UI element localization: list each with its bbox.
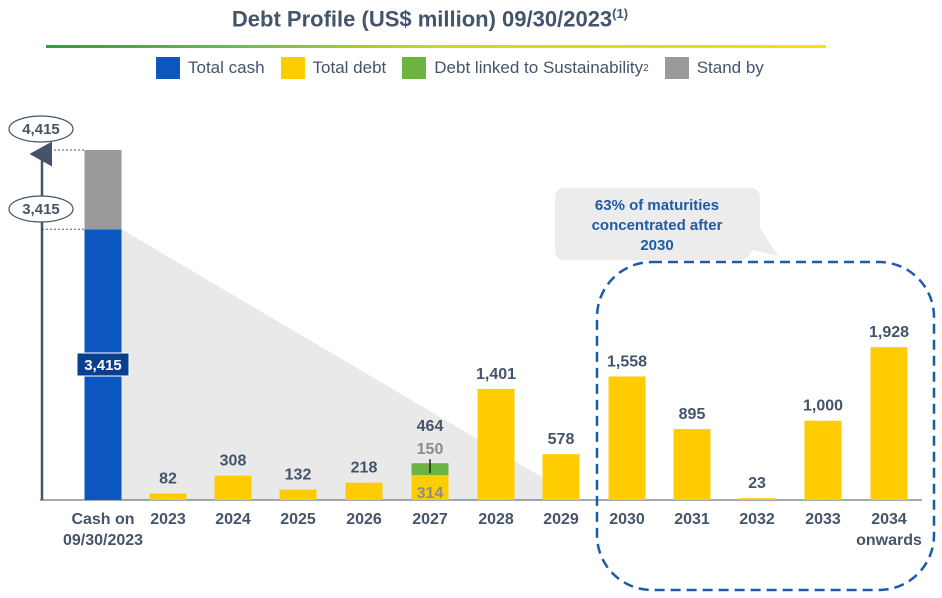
- bar-debt-2034-onwards: [870, 347, 908, 500]
- legend-swatch: [280, 57, 305, 79]
- value-label: 578: [548, 431, 575, 448]
- legend-item: Total debt: [280, 57, 387, 79]
- bar-debt-2027: [411, 475, 449, 500]
- cash-value-label: 3,415: [84, 357, 122, 374]
- cash-coverage-shading: [121, 229, 581, 500]
- bar-debt-2033: [804, 420, 842, 500]
- chart-legend: Total cash Total debt Debt linked to Susta…: [156, 56, 780, 80]
- legend-swatch: [402, 57, 427, 79]
- legend-label: Stand by: [696, 58, 764, 77]
- x-tick-label: Cash on: [71, 511, 134, 528]
- bar-debt-2025: [279, 489, 317, 500]
- bar-debt-2031: [673, 429, 711, 500]
- x-tick-label: 09/30/2023: [63, 532, 143, 549]
- x-tick-label: 2027: [412, 511, 448, 528]
- chart-title-footnote: (1): [612, 6, 629, 21]
- annotation-text: concentrated after: [592, 217, 723, 234]
- x-tick-label: 2029: [543, 511, 579, 528]
- legend-item: Total cash: [156, 57, 265, 79]
- title-underline: [46, 45, 826, 48]
- annotation-text: 63% of maturities: [595, 197, 719, 214]
- value-label: 218: [351, 460, 378, 477]
- bar-debt-2029: [542, 454, 580, 500]
- cash-value-badge: [76, 352, 130, 377]
- x-tick-label: onwards: [856, 532, 922, 549]
- legend-footnote: 2: [643, 62, 649, 74]
- bar-debt-2024: [214, 475, 252, 500]
- value-label: 464: [417, 418, 444, 435]
- bar-debt-2026: [345, 482, 383, 500]
- bar-debt-2032: [738, 498, 776, 500]
- legend-label: Debt linked to Sustainability: [434, 58, 644, 77]
- cash-oval-label: 3,415: [22, 201, 60, 218]
- post-2030-highlight-box: [595, 260, 936, 592]
- x-tick-label: 2034: [871, 511, 907, 528]
- x-tick-label: 2031: [674, 511, 710, 528]
- value-label: 1,401: [476, 366, 516, 383]
- value-label: 1,928: [869, 324, 909, 341]
- annotation-bubble: [555, 188, 778, 260]
- x-tick-label: 2030: [609, 511, 645, 528]
- legend-swatch: [156, 57, 180, 79]
- sustainability-value-label: 150: [417, 441, 444, 458]
- bar-debt-2030: [608, 376, 646, 500]
- value-label: 895: [679, 406, 706, 423]
- x-tick-label: 2033: [805, 511, 841, 528]
- cash-oval: [8, 195, 74, 223]
- legend-swatch: [664, 57, 689, 79]
- bar-debt-2023: [149, 493, 187, 500]
- legend-item: Stand by: [664, 57, 764, 79]
- debt-2027-inner-label: 314: [417, 485, 444, 502]
- legend-label: Total cash: [188, 58, 265, 77]
- value-label: 82: [159, 470, 177, 487]
- chart-title-text: Debt Profile (US$ million) 09/30/2023: [231, 6, 613, 32]
- chart-title: Debt Profile (US$ million) 09/30/2023(1): [0, 6, 860, 32]
- value-label: 1,000: [803, 398, 843, 415]
- bar-stand-by: [84, 150, 122, 230]
- value-label: 23: [748, 475, 766, 492]
- total-liquidity-oval: [8, 115, 74, 143]
- x-tick-label: 2025: [280, 511, 316, 528]
- annotation-text: 2030: [640, 237, 673, 254]
- x-tick-label: 2023: [150, 511, 186, 528]
- legend-label: Total debt: [312, 58, 387, 77]
- bar-debt-2028: [477, 388, 515, 500]
- legend-item: Debt linked to Sustainability 2: [402, 57, 649, 79]
- value-label: 308: [220, 453, 247, 470]
- total-liquidity-label: 4,415: [22, 121, 60, 138]
- value-label: 132: [285, 467, 312, 484]
- x-tick-label: 2028: [478, 511, 514, 528]
- x-tick-label: 2024: [215, 511, 251, 528]
- value-label: 1,558: [607, 353, 647, 370]
- x-tick-label: 2026: [346, 511, 382, 528]
- x-tick-label: 2032: [739, 511, 775, 528]
